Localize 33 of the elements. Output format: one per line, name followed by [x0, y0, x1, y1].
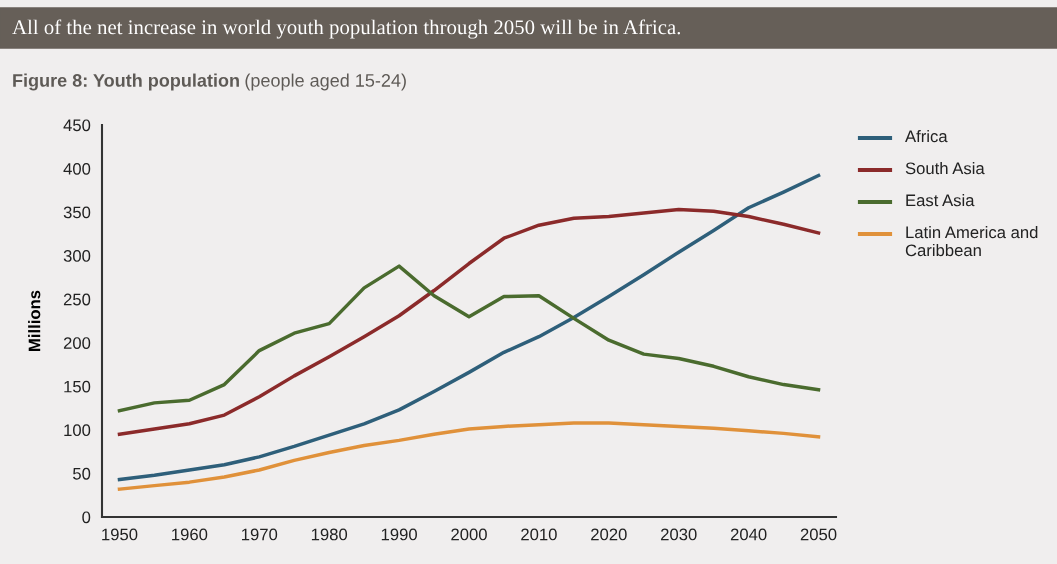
legend-label: East Asia: [906, 194, 975, 207]
y-tick-label: 200: [63, 337, 91, 349]
x-tick-label: 2020: [591, 528, 627, 541]
x-tick-label: 2030: [661, 528, 697, 541]
x-tick-label: 2010: [521, 528, 557, 541]
y-axis-title: Millions: [28, 290, 41, 351]
x-tick-label: 1950: [102, 528, 138, 541]
x-tick-label: 2050: [800, 528, 837, 541]
x-tick-label: 2000: [451, 528, 487, 541]
legend-label: South Asia: [905, 162, 985, 175]
y-tick-label: 100: [64, 424, 91, 437]
y-tick-label: 250: [63, 293, 91, 306]
legend-label: Africa: [905, 130, 948, 143]
x-tick-label: 1960: [172, 528, 208, 541]
chart-subtitle: (people aged 15-24): [245, 73, 406, 91]
y-tick-label: 300: [63, 250, 91, 262]
x-tick-label: 2040: [730, 528, 767, 541]
text: All of the net increase in world youth population through 2050 will be in Africa.: [12, 19, 681, 39]
y-tick-label: 0: [82, 511, 91, 524]
x-tick-label: 1990: [381, 528, 417, 541]
chart-title: Figure 8: Youth population: [13, 73, 239, 91]
y-tick-label: 400: [63, 162, 91, 175]
legend-label: Latin America and Caribbean: [905, 226, 1038, 257]
y-tick-label: 50: [73, 467, 91, 480]
y-tick-label: 150: [64, 380, 91, 393]
x-tick-label: 1980: [311, 528, 348, 541]
x-tick-label: 1970: [242, 528, 278, 541]
y-tick-label: 450: [63, 119, 91, 132]
line-series: [117, 264, 821, 413]
line-series: [117, 173, 821, 482]
line-series: [117, 421, 821, 491]
y-tick-label: 350: [63, 206, 91, 219]
line-series: [117, 207, 821, 436]
